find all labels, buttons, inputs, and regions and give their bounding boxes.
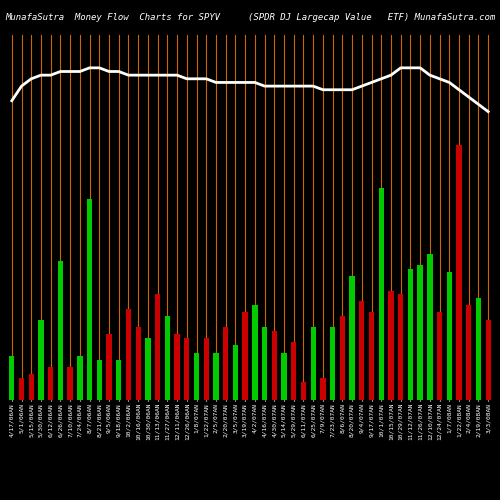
Bar <box>145 338 150 400</box>
Bar <box>38 320 44 400</box>
Bar <box>388 290 394 400</box>
Bar <box>310 327 316 400</box>
Bar <box>437 312 442 400</box>
Bar <box>476 298 481 400</box>
Bar <box>330 327 336 400</box>
Bar <box>96 360 102 400</box>
Bar <box>126 308 131 400</box>
Bar <box>486 320 491 400</box>
Bar <box>301 382 306 400</box>
Text: MunafaSutra  Money Flow  Charts for SPYV: MunafaSutra Money Flow Charts for SPYV <box>5 12 220 22</box>
Bar <box>398 294 404 400</box>
Bar <box>408 268 413 400</box>
Bar <box>359 302 364 400</box>
Bar <box>174 334 180 400</box>
Bar <box>456 144 462 400</box>
Bar <box>272 330 277 400</box>
Bar <box>116 360 121 400</box>
Bar <box>320 378 326 400</box>
Bar <box>282 352 286 400</box>
Bar <box>77 356 82 400</box>
Bar <box>232 345 238 400</box>
Bar <box>242 312 248 400</box>
Bar <box>466 305 471 400</box>
Bar <box>378 188 384 400</box>
Bar <box>252 305 258 400</box>
Bar <box>350 276 355 400</box>
Bar <box>418 265 423 400</box>
Bar <box>214 352 218 400</box>
Bar <box>291 342 296 400</box>
Bar <box>28 374 34 400</box>
Bar <box>9 356 15 400</box>
Bar <box>164 316 170 400</box>
Bar <box>427 254 432 400</box>
Bar <box>262 327 268 400</box>
Bar <box>340 316 345 400</box>
Bar <box>68 367 73 400</box>
Bar <box>204 338 209 400</box>
Bar <box>19 378 24 400</box>
Bar <box>194 352 199 400</box>
Text: (SPDR DJ Largecap Value   ETF) MunafaSutra.com: (SPDR DJ Largecap Value ETF) MunafaSutra… <box>248 12 495 22</box>
Bar <box>369 312 374 400</box>
Bar <box>48 367 54 400</box>
Bar <box>58 262 63 400</box>
Bar <box>184 338 190 400</box>
Bar <box>446 272 452 400</box>
Bar <box>155 294 160 400</box>
Bar <box>106 334 112 400</box>
Bar <box>87 199 92 400</box>
Bar <box>223 327 228 400</box>
Bar <box>136 327 141 400</box>
